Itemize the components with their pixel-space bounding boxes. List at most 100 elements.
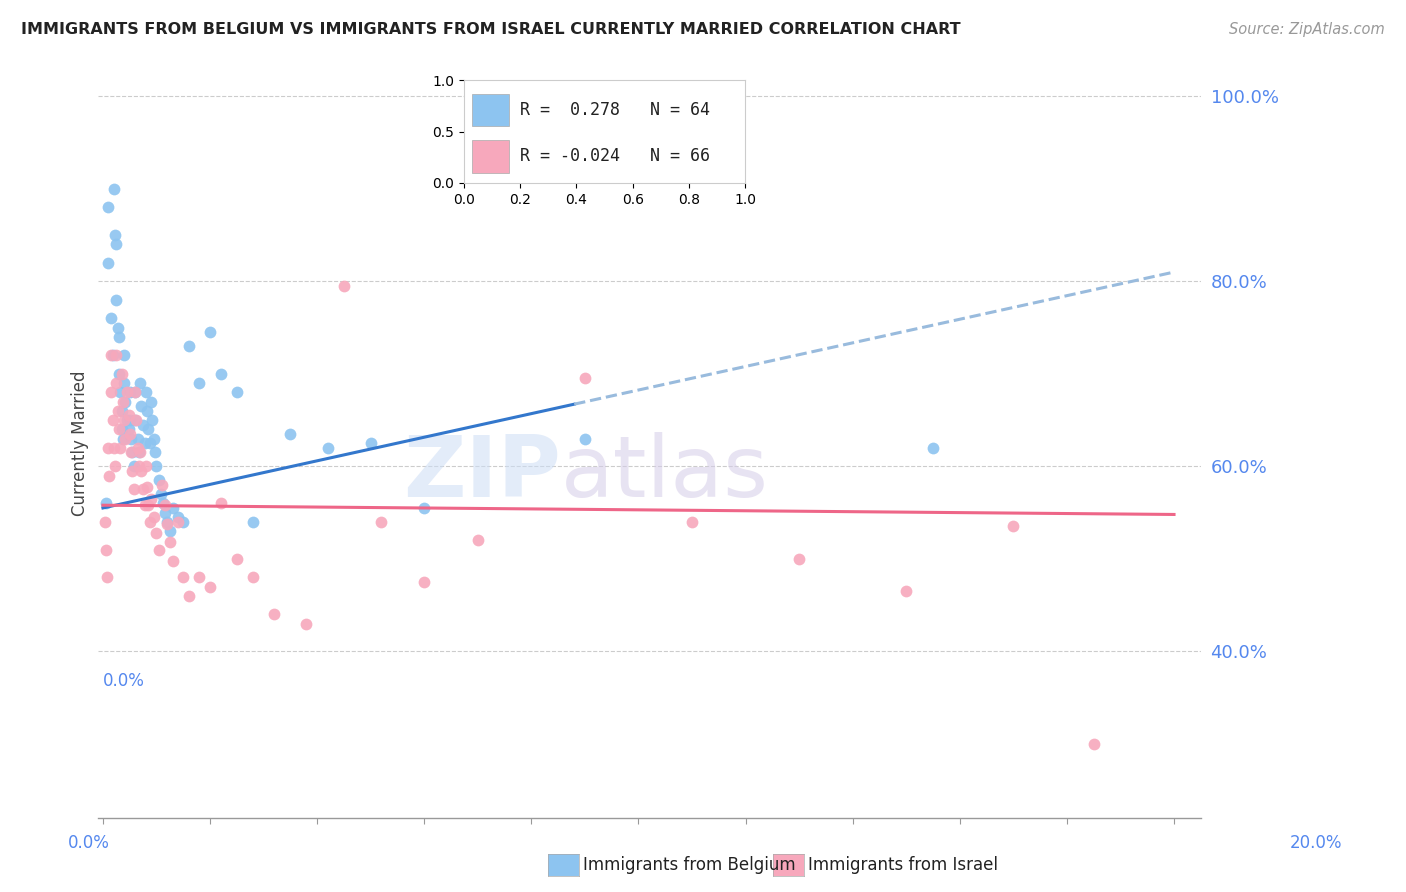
Point <box>1002 519 1025 533</box>
Point <box>148 542 170 557</box>
Point <box>115 413 138 427</box>
Point <box>295 616 318 631</box>
Point <box>101 348 124 362</box>
Point <box>162 500 184 515</box>
Point <box>138 422 160 436</box>
Bar <box>472 94 509 127</box>
Point <box>118 385 141 400</box>
Point <box>93 515 115 529</box>
Point <box>105 348 128 362</box>
Point <box>111 367 134 381</box>
Text: Immigrants from Israel: Immigrants from Israel <box>808 856 998 874</box>
Point <box>132 417 155 432</box>
Point <box>198 580 221 594</box>
Point <box>333 279 356 293</box>
Point <box>122 459 145 474</box>
Point <box>360 436 382 450</box>
Text: IMMIGRANTS FROM BELGIUM VS IMMIGRANTS FROM ISRAEL CURRENTLY MARRIED CORRELATION : IMMIGRANTS FROM BELGIUM VS IMMIGRANTS FR… <box>21 22 960 37</box>
Point <box>94 496 117 510</box>
Point <box>145 459 167 474</box>
Point <box>280 427 302 442</box>
Point <box>118 413 141 427</box>
Text: R =  0.278   N = 64: R = 0.278 N = 64 <box>520 101 710 119</box>
Point <box>134 498 156 512</box>
Point <box>111 422 134 436</box>
Point <box>152 496 174 510</box>
Text: 0.0%: 0.0% <box>67 834 110 852</box>
Point <box>316 441 339 455</box>
Point <box>98 468 121 483</box>
Point <box>134 436 156 450</box>
Point <box>97 441 120 455</box>
Point <box>209 496 232 510</box>
Point <box>100 311 122 326</box>
Point <box>120 432 142 446</box>
Point <box>112 376 135 390</box>
Point <box>896 584 918 599</box>
Point <box>129 445 152 459</box>
Point <box>127 441 149 455</box>
Point <box>108 367 131 381</box>
Point <box>167 510 190 524</box>
Point <box>124 385 146 400</box>
Point <box>148 473 170 487</box>
Point <box>124 385 146 400</box>
Point <box>177 589 200 603</box>
Bar <box>472 140 509 173</box>
Point <box>97 256 120 270</box>
Point <box>141 413 163 427</box>
Point <box>108 422 131 436</box>
Text: 20.0%: 20.0% <box>1291 834 1343 852</box>
Point <box>150 478 173 492</box>
Point <box>413 574 436 589</box>
Point <box>103 182 125 196</box>
Point <box>127 432 149 446</box>
Text: atlas: atlas <box>561 432 769 515</box>
Point <box>132 483 155 497</box>
Point <box>125 413 148 427</box>
Y-axis label: Currently Married: Currently Married <box>72 370 89 516</box>
Point <box>188 570 211 584</box>
Point <box>139 491 162 506</box>
Point <box>159 535 181 549</box>
Point <box>117 422 139 436</box>
Point <box>413 500 436 515</box>
Point <box>121 464 143 478</box>
Point <box>225 385 247 400</box>
Point <box>156 515 179 529</box>
Point <box>100 385 122 400</box>
Point <box>135 459 157 474</box>
Point <box>104 228 127 243</box>
Point <box>574 432 596 446</box>
Text: Source: ZipAtlas.com: Source: ZipAtlas.com <box>1229 22 1385 37</box>
Point <box>94 542 117 557</box>
Point <box>129 376 152 390</box>
Point <box>114 394 136 409</box>
Point <box>115 385 138 400</box>
Point <box>787 552 810 566</box>
Point <box>135 480 157 494</box>
Point <box>922 441 945 455</box>
Point <box>159 524 181 538</box>
Point <box>108 385 131 400</box>
Point <box>131 464 153 478</box>
Point <box>574 371 596 385</box>
Point <box>139 515 162 529</box>
Point <box>100 348 122 362</box>
Point <box>156 516 179 531</box>
Point <box>112 348 135 362</box>
Point <box>103 441 125 455</box>
Text: 0.0%: 0.0% <box>103 672 145 690</box>
Point <box>138 498 160 512</box>
Point <box>114 432 136 446</box>
Point <box>128 459 150 474</box>
Point <box>1083 737 1105 751</box>
Point <box>145 445 167 459</box>
Point <box>139 436 162 450</box>
Point <box>177 339 200 353</box>
Point <box>117 409 139 423</box>
Point <box>105 237 128 252</box>
Point <box>149 487 172 501</box>
Point <box>142 432 165 446</box>
Point <box>135 385 157 400</box>
